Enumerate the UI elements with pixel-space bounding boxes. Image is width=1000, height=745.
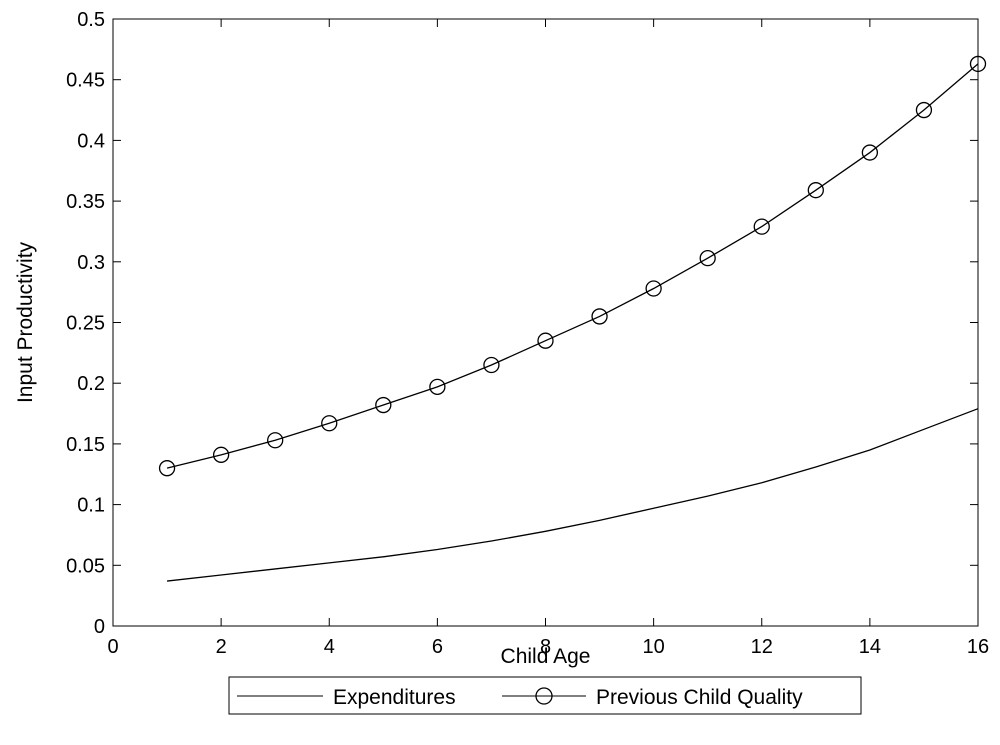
data-point-previous-child-quality bbox=[591, 308, 608, 325]
x-tick-label: 8 bbox=[540, 636, 551, 658]
x-axis-label: Child Age bbox=[501, 645, 591, 668]
plot-area bbox=[112, 18, 979, 627]
x-tick-label: 0 bbox=[107, 636, 118, 658]
data-point-previous-child-quality bbox=[861, 144, 879, 161]
y-tick-label: 0.05 bbox=[66, 555, 105, 577]
series-line-previous-child-quality bbox=[166, 63, 979, 469]
y-tick-label: 0.35 bbox=[66, 191, 105, 213]
y-tick-label: 0.25 bbox=[66, 313, 105, 335]
y-tick-label: 0.2 bbox=[77, 373, 105, 395]
data-point-previous-child-quality bbox=[699, 250, 716, 267]
data-point-previous-child-quality bbox=[483, 356, 500, 374]
x-tick-label: 14 bbox=[859, 636, 881, 658]
legend-marker-circle bbox=[535, 687, 553, 705]
series-line-expenditures bbox=[166, 408, 979, 582]
y-tick-label: 0.3 bbox=[77, 252, 105, 274]
data-point-previous-child-quality bbox=[969, 55, 987, 73]
y-tick-label: 0.15 bbox=[66, 434, 105, 456]
data-point-previous-child-quality bbox=[321, 415, 338, 432]
axis-ticks: 0 2 4 6 8 10 12 14 16 0 0.05 0.1 0.15 0.2 0.25 0.3 0.35 0… bbox=[66, 9, 989, 658]
y-tick-label: 0.4 bbox=[77, 130, 105, 152]
data-point-previous-child-quality bbox=[915, 101, 933, 119]
x-tick-label: 12 bbox=[751, 636, 773, 658]
x-tick-label: 2 bbox=[216, 636, 227, 658]
y-axis-label: Input Productivity bbox=[14, 241, 37, 403]
legend: Expenditures Previous Child Quality bbox=[228, 676, 862, 715]
y-tick-label: 0.5 bbox=[77, 9, 105, 31]
y-tick-label: 0 bbox=[94, 616, 105, 638]
data-point-previous-child-quality bbox=[807, 182, 824, 199]
data-point-previous-child-quality bbox=[429, 378, 446, 395]
legend-label-expenditures: Expenditures bbox=[333, 686, 456, 709]
data-point-previous-child-quality bbox=[645, 280, 662, 297]
data-series bbox=[158, 55, 987, 582]
y-tick-label: 0.1 bbox=[77, 495, 105, 517]
x-tick-label: 6 bbox=[432, 636, 443, 658]
data-point-previous-child-quality bbox=[375, 396, 392, 414]
data-point-previous-child-quality bbox=[267, 432, 284, 449]
legend-label-previous-child-quality: Previous Child Quality bbox=[596, 686, 803, 709]
y-tick-label: 0.45 bbox=[66, 70, 105, 92]
data-point-previous-child-quality bbox=[753, 218, 770, 235]
data-point-previous-child-quality bbox=[212, 446, 230, 463]
x-tick-label: 16 bbox=[967, 636, 989, 658]
data-point-previous-child-quality bbox=[158, 460, 176, 477]
x-tick-label: 4 bbox=[324, 636, 335, 658]
data-point-previous-child-quality bbox=[537, 332, 554, 349]
x-tick-label: 10 bbox=[643, 636, 665, 658]
